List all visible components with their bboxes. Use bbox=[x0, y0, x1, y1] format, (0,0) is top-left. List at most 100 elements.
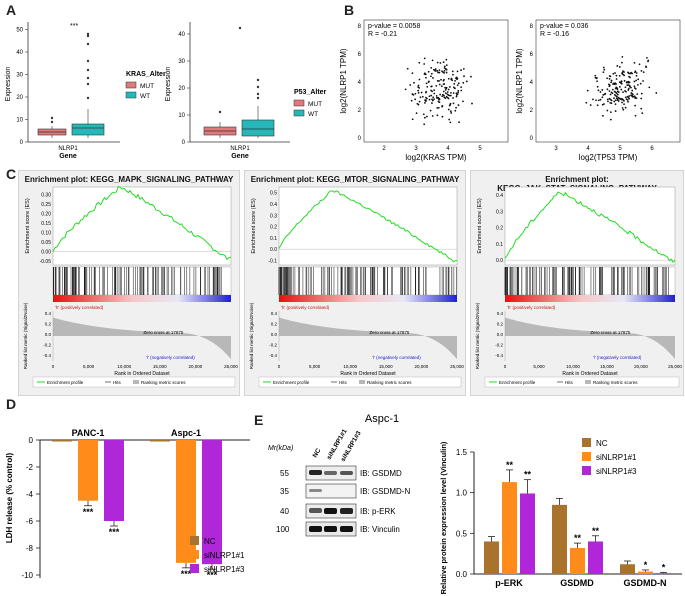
scatter-xtick: 2 bbox=[382, 146, 386, 152]
scatter-point bbox=[442, 83, 445, 86]
scatter-point bbox=[445, 68, 448, 71]
scatter-point bbox=[628, 84, 631, 87]
rank-label: Ranked list metric (Signal2Noise) bbox=[23, 302, 28, 369]
scatter-point bbox=[618, 86, 621, 88]
d-ytick: 0 bbox=[29, 436, 34, 445]
legend-kras: KRAS_Alter MUT WT bbox=[125, 71, 166, 100]
d-ytick: -6 bbox=[26, 517, 34, 526]
scatter-point bbox=[432, 77, 434, 79]
scatter-point bbox=[646, 56, 648, 59]
scatter-point bbox=[610, 81, 613, 84]
es-tick: 0.10 bbox=[41, 231, 51, 237]
scatter-point bbox=[429, 109, 432, 112]
scatter-point bbox=[418, 61, 421, 64]
panel-letter-a: A bbox=[6, 2, 17, 18]
e-ytick: 0.5 bbox=[456, 529, 468, 538]
significance-label: *** bbox=[70, 23, 78, 30]
scatter-xtick: 5 bbox=[618, 146, 622, 152]
scatter-point bbox=[607, 100, 609, 103]
scatter-point bbox=[438, 101, 441, 104]
blot-gsdmd: 55 IB: GSDMD bbox=[280, 465, 402, 481]
scatter-point bbox=[610, 102, 613, 105]
panel-d-chart: LDH release (% control) 0 -2 -4 -6 -8 -10 ***… bbox=[5, 428, 250, 580]
scatter-point bbox=[404, 88, 407, 91]
band-label-perk: IB: p-ERK bbox=[360, 507, 396, 516]
scatter-point bbox=[628, 95, 631, 97]
panel-e-chart: Relative protein expression level (Vincu… bbox=[439, 438, 682, 594]
blot-gsdmd-n: 35 IB: GSDMD-N bbox=[280, 483, 410, 499]
zero-cross: Zero cross at 17875 bbox=[369, 330, 410, 335]
scatter-ytick: 0 bbox=[530, 136, 534, 142]
scatter-point bbox=[631, 89, 634, 92]
scatter-point bbox=[456, 93, 459, 95]
es-tick: 0.00 bbox=[41, 250, 51, 256]
scatter-point bbox=[437, 71, 439, 74]
scatter-point bbox=[624, 106, 627, 109]
scatter-point bbox=[615, 74, 618, 77]
scatter-point bbox=[419, 96, 422, 99]
scatter-point bbox=[602, 93, 605, 96]
scatter-point bbox=[454, 109, 457, 112]
scatter-xtick: 4 bbox=[446, 146, 450, 152]
scatter-point bbox=[428, 98, 431, 101]
d-bar bbox=[52, 440, 72, 442]
scatter-point bbox=[621, 101, 623, 104]
scatter-point bbox=[418, 78, 421, 81]
scatter-point bbox=[623, 74, 626, 77]
scatter-point bbox=[606, 77, 609, 80]
scatter-point bbox=[630, 86, 632, 89]
e-sig: ** bbox=[524, 470, 532, 480]
scatter-point bbox=[634, 114, 637, 117]
scatter-point bbox=[425, 90, 428, 93]
scatter-point bbox=[621, 107, 624, 109]
rank-label: Ranked list metric (Signal2Noise) bbox=[475, 302, 480, 369]
scatter-point bbox=[640, 92, 643, 95]
a-left-ytick: 40 bbox=[16, 50, 23, 56]
scatter-point bbox=[614, 110, 617, 112]
e-bar bbox=[638, 571, 653, 574]
a-left-ytick: 20 bbox=[16, 95, 23, 101]
neg-label: 'l' (negatively correlated) bbox=[146, 355, 195, 360]
scatter-point bbox=[448, 104, 451, 107]
scatter-point bbox=[423, 116, 426, 119]
scatter-point bbox=[438, 71, 441, 74]
scatter-point bbox=[431, 115, 434, 117]
scatter-point bbox=[648, 86, 651, 89]
zero-cross: Zero cross at 17875 bbox=[590, 330, 631, 335]
scatter-point bbox=[425, 82, 428, 85]
scatter-point bbox=[447, 108, 450, 111]
e-legend-nc: NC bbox=[596, 439, 608, 448]
scatter-point bbox=[623, 79, 626, 82]
scatter-point bbox=[637, 78, 640, 81]
scatter-point bbox=[585, 101, 588, 104]
scatter-point bbox=[624, 96, 627, 99]
gsea-plot: Enrichment plot: KEGG_MTOR_SIGNALING_PAT… bbox=[244, 170, 466, 396]
gsea-xtick: 10,000 bbox=[566, 364, 580, 369]
scatter-point bbox=[634, 97, 637, 100]
gsea-xtick: 5,000 bbox=[533, 364, 545, 369]
gsea-xtick: 15,000 bbox=[379, 364, 393, 369]
scatter-point bbox=[456, 84, 459, 87]
scatter-point bbox=[423, 123, 426, 126]
gsea-xtick: 25,000 bbox=[224, 364, 238, 369]
scatter-point bbox=[601, 103, 604, 106]
scatter-point bbox=[441, 95, 444, 98]
scatter-point bbox=[621, 71, 624, 74]
scatter-point bbox=[638, 63, 641, 66]
scatter-point bbox=[627, 100, 629, 103]
scatter-point bbox=[433, 98, 435, 101]
scatter-point bbox=[626, 84, 629, 87]
scatter-point bbox=[430, 72, 433, 75]
scatter-point bbox=[417, 89, 420, 92]
pos-label: 'h' (positively correlated) bbox=[507, 305, 556, 310]
scatter-point bbox=[424, 99, 427, 102]
es-tick: 0.4 bbox=[496, 193, 503, 199]
rank-gradient bbox=[53, 295, 231, 302]
b-right-xlabel: log2(TP53 TPM) bbox=[579, 153, 638, 162]
e-mr-label: Mr(kDa) bbox=[268, 445, 293, 452]
scatter-point bbox=[418, 100, 421, 103]
scatter-point bbox=[443, 94, 445, 97]
scatter-point bbox=[616, 65, 619, 67]
scatter-point bbox=[614, 99, 617, 102]
a-right-xtick: NLRP1 bbox=[230, 146, 250, 152]
